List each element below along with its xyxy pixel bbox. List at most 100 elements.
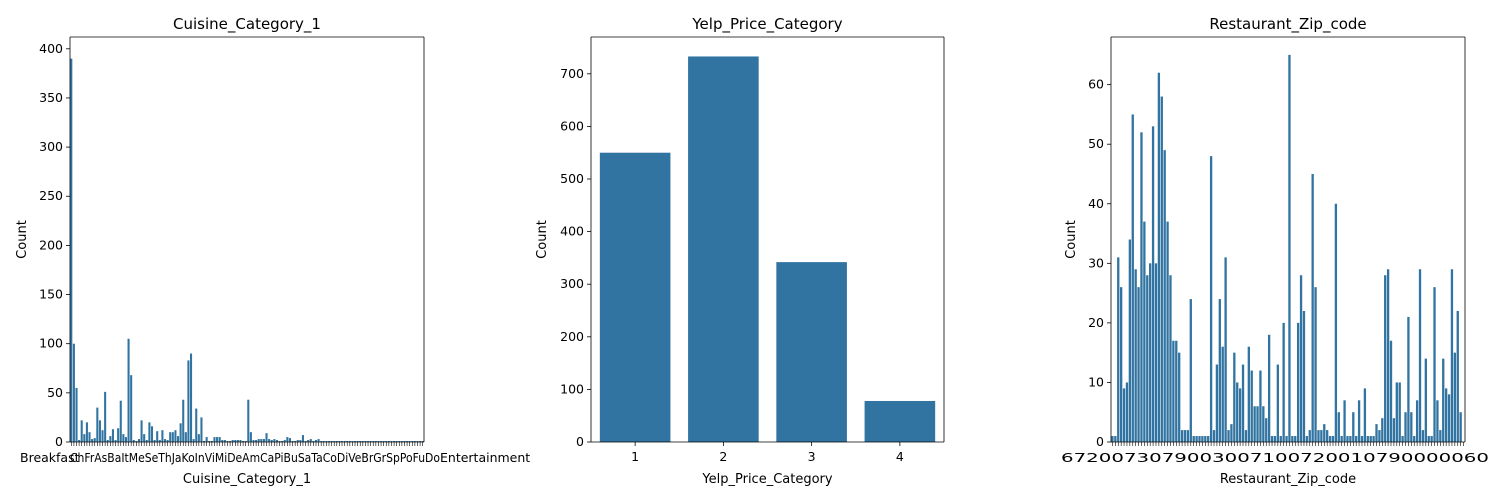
- bar: [119, 400, 122, 442]
- bar: [294, 441, 297, 442]
- bar: [1444, 388, 1448, 442]
- bar: [301, 435, 304, 442]
- bar: [1389, 340, 1393, 442]
- y-tick-label: 20: [1088, 315, 1104, 330]
- bar: [1407, 316, 1410, 442]
- bar: [1398, 382, 1401, 442]
- bar: [1334, 203, 1338, 442]
- bar: [1270, 436, 1274, 442]
- bar: [1241, 364, 1245, 442]
- bar: [377, 441, 380, 442]
- bar: [208, 441, 211, 442]
- bar: [320, 441, 323, 442]
- bar: [187, 360, 190, 442]
- y-tick-label: 100: [39, 336, 63, 351]
- bar: [137, 439, 141, 442]
- bar: [1299, 275, 1303, 442]
- bar: [244, 441, 247, 442]
- bar: [1337, 412, 1340, 442]
- bar: [1346, 436, 1349, 442]
- bar: [312, 441, 315, 442]
- bar: [140, 420, 143, 442]
- bar: [78, 440, 81, 442]
- bar: [257, 439, 260, 442]
- bar: [216, 437, 219, 442]
- bar: [1265, 418, 1268, 442]
- bar: [413, 441, 416, 442]
- bar: [1183, 430, 1187, 442]
- bar: [1180, 430, 1184, 442]
- bar: [281, 441, 284, 442]
- y-tick-label: 0: [1096, 434, 1104, 449]
- bar: [1256, 406, 1259, 442]
- bar: [1363, 388, 1367, 442]
- bar: [1430, 436, 1433, 442]
- x-tick-label-cluster: ChFrAsBaItMeSeThJaKoInViMiDeAmCaPiBuSaTa…: [70, 450, 440, 465]
- bar: [210, 441, 213, 442]
- bar: [1360, 436, 1364, 442]
- bar: [182, 399, 185, 442]
- bar: [169, 432, 172, 442]
- bar: [80, 420, 83, 442]
- bar: [229, 441, 232, 442]
- bar: [1189, 299, 1192, 442]
- bar: [1314, 287, 1317, 442]
- y-axis-label: Count: [535, 220, 550, 259]
- bar: [1253, 406, 1256, 442]
- bar: [346, 441, 349, 442]
- bar: [322, 441, 325, 442]
- bar: [403, 441, 406, 442]
- bar: [192, 439, 195, 442]
- bar: [124, 437, 127, 442]
- y-tick-label: 300: [39, 139, 63, 154]
- bar: [1134, 269, 1137, 442]
- bar: [1366, 436, 1369, 442]
- y-tick-label: 400: [39, 41, 63, 56]
- bar: [1305, 436, 1309, 442]
- bar: [114, 440, 117, 442]
- bar: [1250, 370, 1253, 442]
- bar: [421, 441, 424, 442]
- bar: [1143, 221, 1146, 442]
- bar: [127, 338, 130, 442]
- bar: [864, 400, 936, 442]
- bar: [1410, 412, 1413, 442]
- bar: [688, 56, 759, 443]
- bar: [1302, 310, 1306, 442]
- bar: [1317, 430, 1320, 442]
- bar: [148, 422, 151, 442]
- bar: [278, 441, 281, 442]
- bar: [283, 440, 286, 442]
- bar: [111, 429, 114, 442]
- bar: [1230, 424, 1233, 442]
- bar: [1215, 364, 1219, 442]
- bar: [260, 439, 263, 442]
- y-tick-label: 300: [560, 276, 584, 291]
- x-tick-label: 4: [896, 449, 904, 464]
- bar: [1149, 263, 1152, 442]
- bar: [1146, 275, 1149, 442]
- bar: [1433, 287, 1436, 442]
- bar: [101, 430, 104, 442]
- bar: [1450, 269, 1454, 442]
- bar: [1328, 436, 1332, 442]
- bar: [262, 439, 265, 442]
- bar: [307, 440, 310, 442]
- bar: [1207, 436, 1210, 442]
- bar: [1195, 436, 1198, 442]
- bar: [372, 441, 375, 442]
- bar: [1186, 430, 1190, 442]
- bar: [117, 428, 120, 442]
- bar: [132, 440, 135, 442]
- bar: [1178, 352, 1181, 442]
- bar: [1273, 436, 1277, 442]
- bar: [109, 436, 112, 442]
- bar: [96, 407, 99, 442]
- bar: [1331, 436, 1335, 442]
- bar: [1355, 436, 1358, 442]
- bar: [72, 343, 75, 442]
- bar: [599, 152, 671, 442]
- bar: [400, 441, 403, 442]
- bar: [143, 434, 146, 442]
- bar: [359, 441, 362, 442]
